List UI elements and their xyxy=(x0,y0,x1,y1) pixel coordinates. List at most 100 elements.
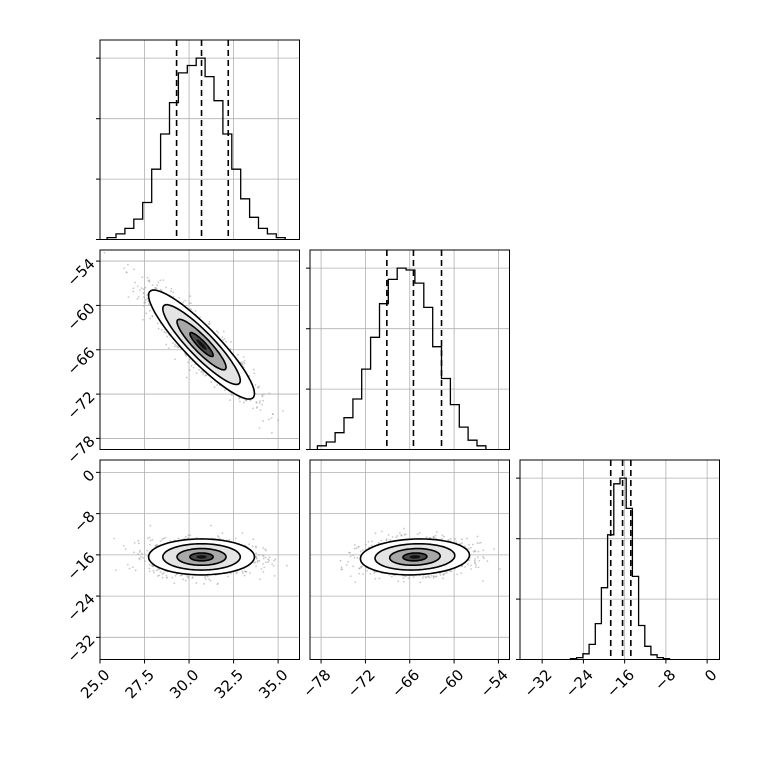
scatter-point xyxy=(267,418,270,421)
scatter-point xyxy=(229,572,232,575)
scatter-point xyxy=(493,548,496,550)
scatter-point xyxy=(476,556,479,559)
scatter-point xyxy=(141,276,144,279)
scatter-point xyxy=(252,407,254,410)
scatter-point xyxy=(147,537,149,540)
scatter-point xyxy=(187,575,190,578)
scatter-point xyxy=(151,284,154,287)
scatter-point xyxy=(398,532,401,534)
scatter-point xyxy=(205,374,208,377)
scatter-point xyxy=(244,570,246,573)
scatter-point xyxy=(353,544,356,546)
scatter-point xyxy=(189,295,192,298)
scatter-point xyxy=(240,361,242,364)
scatter-point xyxy=(229,399,232,401)
contour-line-2 xyxy=(176,547,227,566)
scatter-point xyxy=(163,331,166,333)
scatter-point xyxy=(234,537,237,540)
scatter-point xyxy=(273,574,276,577)
scatter-point xyxy=(146,276,149,279)
scatter-point xyxy=(195,582,198,584)
scatter-point xyxy=(262,557,265,560)
scatter-point xyxy=(434,534,437,537)
scatter-point xyxy=(160,328,163,331)
scatter-point xyxy=(482,549,485,552)
scatter-point xyxy=(259,578,261,581)
y-tick-label: −78 xyxy=(63,432,98,467)
scatter-point xyxy=(133,268,135,271)
contour-line-0 xyxy=(359,538,471,576)
x-tick-label: −16 xyxy=(603,666,638,701)
scatter-point xyxy=(229,348,232,350)
scatter-point xyxy=(202,373,205,376)
scatter-point xyxy=(161,573,164,575)
scatter-point xyxy=(357,545,360,548)
scatter-point xyxy=(138,289,141,292)
scatter-point xyxy=(188,369,191,371)
scatter-point xyxy=(486,560,489,562)
scatter-point xyxy=(477,550,480,553)
scatter-point xyxy=(157,281,160,284)
scatter-point xyxy=(456,573,458,576)
scatter-point xyxy=(268,556,271,559)
scatter-point xyxy=(221,532,224,535)
scatter-point xyxy=(282,410,284,412)
scatter-point xyxy=(424,576,427,578)
scatter-point xyxy=(152,569,155,572)
scatter-point xyxy=(149,524,152,527)
scatter-point xyxy=(191,576,194,579)
x-tick-label: 25.0 xyxy=(77,666,113,702)
scatter-point xyxy=(390,575,393,578)
scatter-point xyxy=(111,247,113,249)
scatter-point xyxy=(143,560,146,563)
scatter-point xyxy=(374,532,377,535)
scatter-point xyxy=(261,395,264,398)
scatter-point xyxy=(192,366,195,369)
scatter-point xyxy=(199,316,201,318)
scatter-point xyxy=(498,568,501,571)
x-tick-label: −54 xyxy=(477,666,512,701)
scatter-point xyxy=(204,578,207,580)
contour-line-1 xyxy=(161,543,242,571)
scatter-point xyxy=(259,409,262,412)
scatter-point xyxy=(161,538,164,541)
scatter-point xyxy=(164,286,167,289)
contour-line-1 xyxy=(161,303,242,386)
scatter-point xyxy=(170,287,173,290)
contour-line-3 xyxy=(189,552,215,562)
contour-line-0 xyxy=(147,538,256,576)
scatter-point xyxy=(162,537,165,540)
scatter-point xyxy=(432,575,435,578)
scatter-point xyxy=(240,362,243,365)
scatter-point xyxy=(402,577,405,580)
scatter-point xyxy=(474,549,476,552)
scatter-point xyxy=(178,296,181,299)
scatter-point xyxy=(358,567,361,570)
scatter-point xyxy=(183,537,186,540)
scatter-point xyxy=(377,541,380,544)
x-tick-label: −32 xyxy=(520,666,555,701)
panel-background xyxy=(520,460,720,660)
scatter-point xyxy=(210,381,213,384)
scatter-point xyxy=(254,384,257,386)
scatter-point xyxy=(133,542,136,544)
contour-line-0 xyxy=(147,289,256,400)
y-tick-label: −16 xyxy=(63,549,98,584)
scatter-point xyxy=(272,565,275,567)
scatter-point xyxy=(161,576,164,579)
scatter-point xyxy=(432,577,435,580)
scatter-point xyxy=(252,538,255,541)
scatter-point xyxy=(260,568,263,570)
scatter-point xyxy=(262,393,265,396)
scatter-point xyxy=(157,327,160,330)
x-tick-label: −8 xyxy=(651,666,679,694)
scatter-point xyxy=(339,559,342,562)
scatter-point xyxy=(285,564,288,567)
scatter-point xyxy=(144,286,147,289)
scatter-point xyxy=(352,554,355,556)
scatter-point xyxy=(209,579,212,582)
scatter-point xyxy=(369,572,372,575)
scatter-point xyxy=(127,263,129,266)
scatter-point xyxy=(230,340,232,343)
